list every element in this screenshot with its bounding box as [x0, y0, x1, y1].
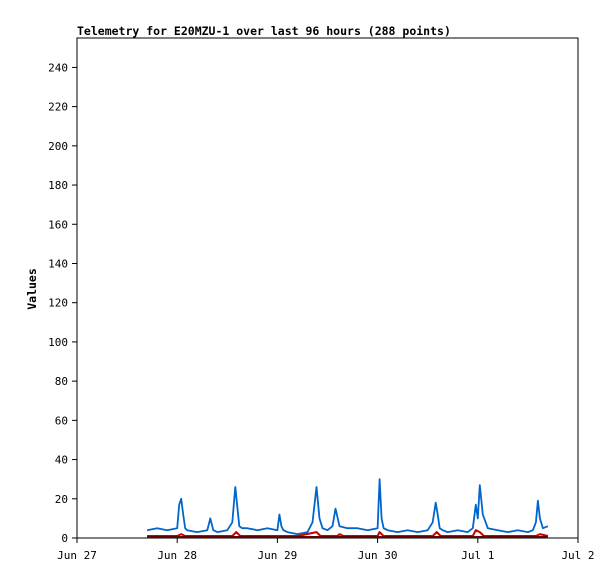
x-tick-label: Jun 29 [258, 549, 298, 562]
plot-frame [76, 37, 579, 539]
series-layer [146, 478, 549, 538]
x-axis: Jun 27 Jun 28 Jun 29 Jun 30 Jul 1 Jul 2 [57, 538, 595, 562]
y-tick-label: 40 [55, 454, 68, 467]
y-tick-label: 100 [48, 336, 68, 349]
y-tick-label: 0 [61, 532, 68, 545]
x-tick-label: Jun 27 [57, 549, 97, 562]
y-tick-label: 80 [55, 375, 68, 388]
y-tick-label: 200 [48, 140, 68, 153]
y-tick-label: 160 [48, 218, 68, 231]
y-tick-label: 180 [48, 179, 68, 192]
x-tick-label: Jul 1 [461, 549, 494, 562]
y-tick-label: 140 [48, 257, 68, 270]
x-tick-label: Jul 2 [561, 549, 594, 562]
y-tick-label: 60 [55, 414, 68, 427]
series-line-1 [146, 478, 549, 535]
y-axis: 0 20 40 60 80 100 120 140 160 180 200 220 240 [48, 61, 77, 545]
y-tick-label: 220 [48, 101, 68, 114]
y-tick-label: 240 [48, 61, 68, 74]
x-tick-label: Jun 28 [157, 549, 197, 562]
y-tick-label: 20 [55, 493, 68, 506]
y-axis-label: Values [25, 268, 39, 310]
chart-title: Telemetry for E20MZU-1 over last 96 hour… [77, 24, 451, 38]
x-tick-label: Jun 30 [358, 549, 398, 562]
y-tick-label: 120 [48, 297, 68, 310]
